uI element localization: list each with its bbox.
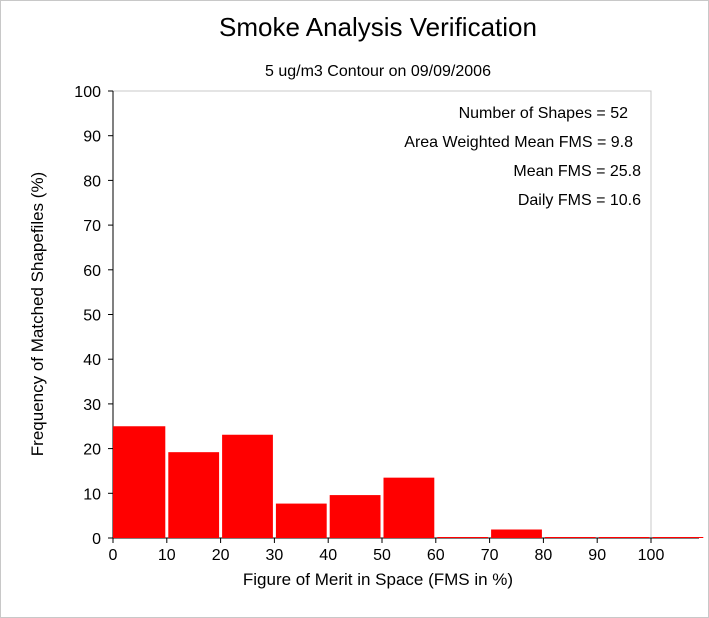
histogram-bar [437,537,489,538]
chart-title: Smoke Analysis Verification [219,12,537,42]
x-tick-label: 30 [266,547,284,564]
x-axis-label: Figure of Merit in Space (FMS in %) [243,570,513,589]
x-tick-label: 80 [535,547,553,564]
y-tick-label: 50 [83,308,101,325]
stat-daily-fms: Daily FMS = 10.6 [518,192,641,209]
y-tick-label: 0 [92,531,101,548]
histogram-bar [491,529,542,538]
stat-mean-fms: Mean FMS = 25.8 [513,163,641,180]
bars-group [113,426,704,538]
y-tick-label: 80 [83,173,101,190]
x-tick-label: 100 [638,547,665,564]
x-tick-label: 0 [109,547,118,564]
chart-subtitle: 5 ug/m3 Contour on 09/09/2006 [265,63,491,80]
y-tick-label: 40 [83,352,101,369]
histogram-bar [222,434,273,538]
x-tick-label: 90 [588,547,606,564]
x-tick-label: 40 [319,547,337,564]
y-tick-label: 20 [83,442,101,459]
x-ticks-group: 0 10 20 30 40 50 60 70 80 90 100 [109,538,665,564]
histogram-bar [329,495,381,538]
stats-annotations: Number of Shapes = 52 Area Weighted Mean… [404,105,641,209]
histogram-bar [383,477,435,538]
stat-number-of-shapes: Number of Shapes = 52 [459,105,629,122]
histogram-bar [275,503,327,538]
y-ticks-group: 0 10 20 30 40 50 60 70 80 90 100 [74,84,113,548]
y-tick-label: 60 [83,263,101,280]
histogram-bar [544,537,596,538]
x-tick-label: 10 [158,547,176,564]
y-tick-label: 10 [83,486,101,503]
x-tick-label: 50 [373,547,391,564]
stat-area-weighted-mean-fms: Area Weighted Mean FMS = 9.8 [404,134,633,151]
histogram-bar [652,537,704,538]
x-tick-label: 70 [481,547,499,564]
y-tick-label: 90 [83,129,101,146]
y-tick-label: 70 [83,218,101,235]
y-tick-label: 30 [83,397,101,414]
histogram-bar [168,452,220,538]
y-axis-label: Frequency of Matched Shapefiles (%) [28,172,47,456]
histogram-bar [113,426,166,538]
y-tick-label: 100 [74,84,101,101]
histogram-bar [598,537,650,538]
x-tick-label: 60 [427,547,445,564]
x-tick-label: 20 [212,547,230,564]
